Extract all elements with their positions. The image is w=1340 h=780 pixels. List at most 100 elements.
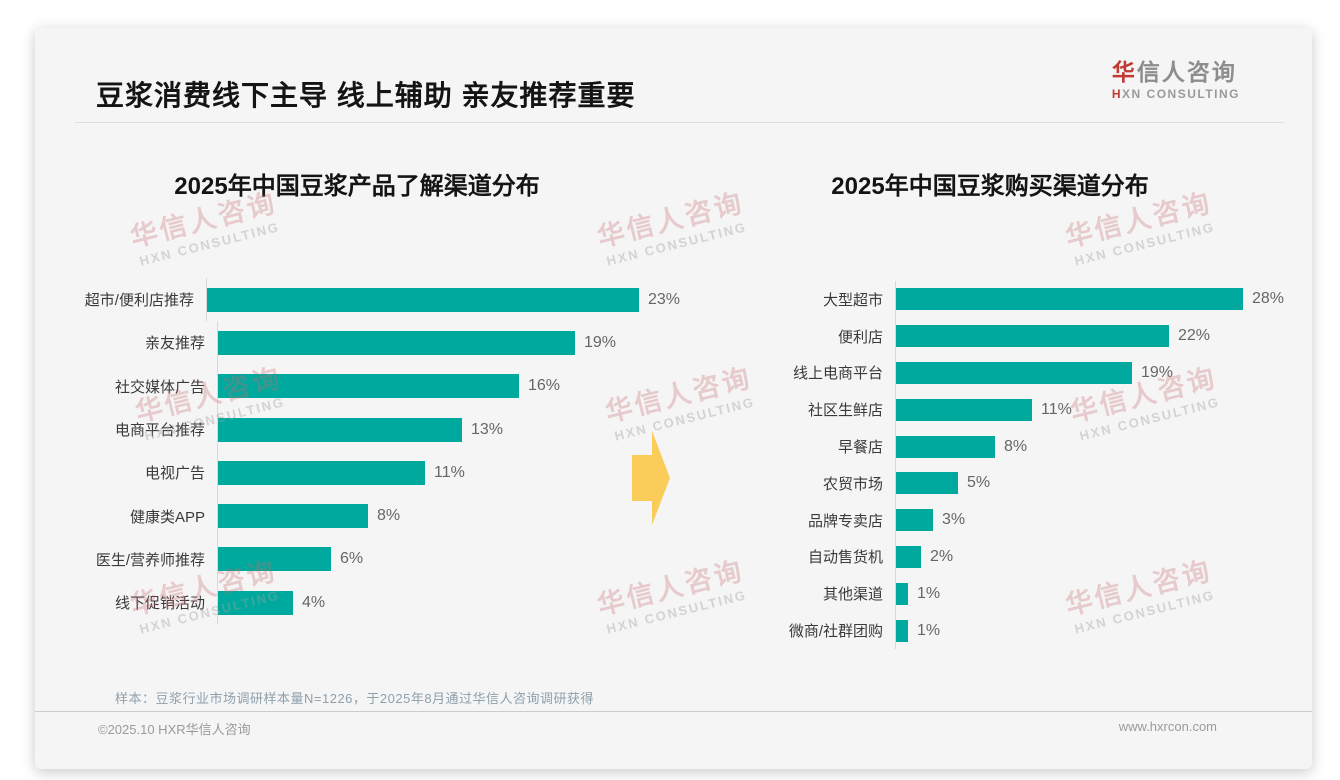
- chart-row: 农贸市场 5%: [735, 464, 1290, 502]
- bar: [218, 417, 462, 442]
- chart-row: 便利店 22%: [735, 317, 1290, 355]
- category-label: 社交媒体广告: [114, 378, 205, 396]
- bar-track: 19%: [895, 354, 1290, 392]
- brand-rest-chars: 信人咨询: [1136, 59, 1237, 85]
- bar: [218, 504, 368, 529]
- watermark-english: HXN CONSULTING: [605, 219, 749, 269]
- chart-row: 其他渠道 1%: [735, 575, 1290, 613]
- awareness-channel-chart: 超市/便利店推荐 23% 亲友推荐 19% 社交媒体广告 16% 电商平台推荐 13% 电视广告…: [65, 278, 680, 625]
- purchase-channel-chart: 大型超市 28% 便利店 22% 线上电商平台 19% 社区生鲜店 11% 早餐店 8% 农贸市场 5…: [735, 281, 1290, 649]
- bar-track: 8%: [217, 494, 680, 538]
- bar: [896, 435, 995, 458]
- value-label: 6%: [340, 550, 364, 568]
- left-chart-title: 2025年中国豆浆产品了解渠道分布: [174, 173, 540, 200]
- category-label: 微商/社群团购: [788, 623, 883, 641]
- bar-track: 3%: [895, 501, 1290, 539]
- chart-row: 大型超市 28%: [735, 281, 1290, 318]
- category-label: 线上电商平台: [792, 365, 883, 383]
- chart-row: 社交媒体广告 16%: [65, 364, 680, 408]
- bar-track: 16%: [217, 364, 680, 408]
- category-label: 农贸市场: [822, 475, 883, 493]
- value-label: 3%: [942, 511, 966, 529]
- bar: [218, 330, 575, 355]
- category-label: 健康类APP: [129, 508, 205, 526]
- value-label: 5%: [967, 474, 991, 492]
- bar: [218, 590, 293, 615]
- value-label: 22%: [1178, 327, 1211, 345]
- bar: [896, 619, 908, 642]
- bar-track: 22%: [895, 317, 1290, 355]
- value-label: 23%: [647, 290, 680, 308]
- brand-watermark: 华信人咨询 HXN CONSULTING: [593, 181, 752, 270]
- bar: [896, 325, 1169, 348]
- category-label: 其他渠道: [822, 586, 883, 604]
- bar-track: 8%: [895, 428, 1290, 465]
- chart-row: 医生/营养师推荐 6%: [65, 537, 680, 582]
- category-label: 大型超市: [822, 291, 883, 309]
- watermark-chinese: 华信人咨询: [594, 187, 748, 253]
- chart-row: 线上电商平台 19%: [735, 354, 1290, 392]
- sample-footnote: 样本：豆浆行业市场调研样本量N=1226，于2025年8月通过华信人咨询调研获得: [115, 691, 595, 706]
- bar: [896, 472, 958, 495]
- category-label: 电商平台推荐: [114, 422, 205, 440]
- value-label: 19%: [584, 333, 617, 351]
- chart-row: 自动售货机 2%: [735, 538, 1290, 576]
- category-label: 超市/便利店推荐: [84, 292, 194, 310]
- value-label: 28%: [1252, 290, 1285, 308]
- category-label: 电视广告: [144, 465, 205, 483]
- value-label: 1%: [917, 621, 941, 639]
- value-label: 13%: [471, 420, 504, 438]
- bar: [206, 287, 639, 312]
- bar-track: 19%: [217, 321, 680, 365]
- right-chart-title: 2025年中国豆浆购买渠道分布: [831, 173, 1149, 200]
- bar-track: 2%: [895, 538, 1290, 576]
- value-label: 19%: [1141, 363, 1174, 381]
- category-label: 线下促销活动: [114, 595, 205, 613]
- bar-track: 6%: [217, 537, 680, 582]
- bar: [218, 547, 331, 572]
- bar-track: 23%: [205, 278, 680, 322]
- brand-subtitle-accent: H: [1111, 87, 1123, 102]
- brand-logo-english: HXN CONSULTING: [1112, 87, 1240, 101]
- value-label: 1%: [917, 584, 941, 602]
- category-label: 亲友推荐: [144, 335, 205, 353]
- category-label: 品牌专卖店: [807, 512, 883, 530]
- watermark-english: HXN CONSULTING: [138, 219, 282, 269]
- chart-row: 健康类APP 8%: [65, 494, 680, 538]
- brand-logo: 华信人咨询 HXN CONSULTING: [1111, 59, 1240, 101]
- bar: [218, 460, 425, 485]
- footer: ©2025.10 HXR华信人咨询 www.hxrcon.com: [35, 719, 1312, 738]
- chart-row: 超市/便利店推荐 23%: [65, 278, 680, 322]
- bar: [896, 288, 1243, 311]
- bar: [896, 509, 933, 532]
- value-label: 2%: [930, 547, 954, 565]
- value-label: 11%: [434, 463, 465, 481]
- value-label: 16%: [528, 377, 561, 395]
- brand-accent-char: 华: [1111, 59, 1137, 85]
- slide-card: 豆浆消费线下主导 线上辅助 亲友推荐重要 华信人咨询 HXN CONSULTIN…: [35, 28, 1312, 769]
- bar-track: 1%: [895, 575, 1290, 613]
- bar-track: 4%: [217, 581, 680, 625]
- brand-subtitle-rest: XN CONSULTING: [1122, 87, 1240, 102]
- value-label: 8%: [1004, 437, 1028, 455]
- bar-track: 13%: [217, 407, 680, 452]
- chart-row: 电商平台推荐 13%: [65, 407, 680, 452]
- chart-row: 微商/社群团购 1%: [735, 612, 1290, 649]
- bar-track: 11%: [895, 391, 1290, 429]
- bar: [896, 545, 921, 568]
- page-title: 豆浆消费线下主导 线上辅助 亲友推荐重要: [96, 80, 636, 111]
- bar: [218, 374, 519, 399]
- bar-track: 11%: [217, 451, 680, 495]
- website-url: www.hxrcon.com: [1118, 719, 1217, 734]
- header-divider: [75, 122, 1284, 123]
- category-label: 便利店: [837, 328, 883, 346]
- watermark-english: HXN CONSULTING: [1073, 219, 1217, 269]
- brand-logo-chinese: 华信人咨询: [1111, 59, 1240, 85]
- bar: [896, 361, 1132, 384]
- arrow-shape: [632, 431, 670, 525]
- category-label: 自动售货机: [807, 549, 883, 567]
- bar-track: 1%: [895, 612, 1290, 649]
- value-label: 11%: [1041, 400, 1072, 418]
- footer-divider: [35, 711, 1312, 712]
- chart-row: 电视广告 11%: [65, 451, 680, 495]
